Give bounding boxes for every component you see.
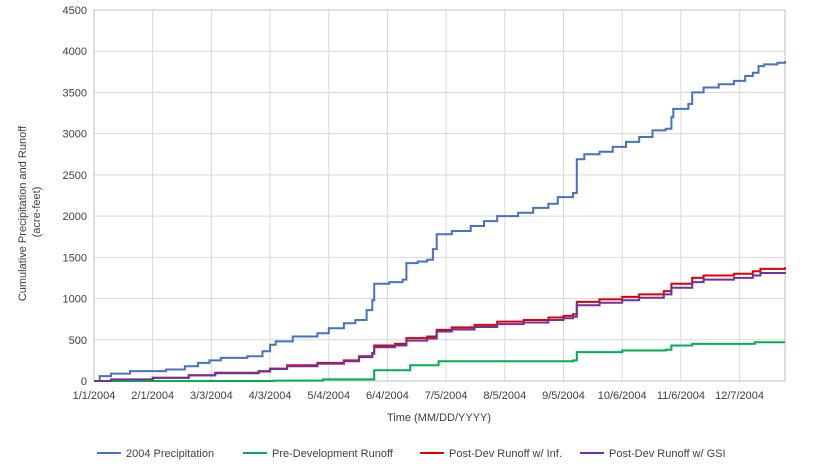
x-axis-title: Time (MM/DD/YYYY) (387, 412, 491, 424)
x-tick-label: 7/5/2004 (425, 390, 468, 402)
x-tick-label: 5/4/2004 (307, 390, 350, 402)
y-axis-title: Cumulative Precipitation and Runoff (acr… (17, 123, 43, 301)
y-tick-label: 500 (69, 335, 87, 347)
y-axis-title-line-2: (acre-feet) (31, 187, 43, 238)
x-tick-label: 3/3/2004 (190, 390, 233, 402)
legend-label-2: Post-Dev Runoff w/ Inf. (449, 448, 562, 460)
y-tick-label: 1000 (63, 294, 87, 306)
y-tick-label: 1500 (63, 252, 87, 264)
legend-label-3: Post-Dev Runoff w/ GSI (609, 448, 726, 460)
x-tick-label: 4/3/2004 (249, 390, 292, 402)
x-tick-label: 9/5/2004 (542, 390, 585, 402)
y-tick-label: 0 (81, 376, 87, 388)
y-tick-label: 4500 (63, 5, 87, 17)
y-tick-label: 2500 (63, 170, 87, 182)
series-line-3 (94, 272, 786, 382)
series-line-1 (94, 341, 785, 382)
series-line-0 (94, 61, 786, 382)
y-tick-label: 2000 (63, 211, 87, 223)
legend-label-0: 2004 Precipitation (126, 448, 214, 460)
y-tick-label: 3000 (63, 129, 87, 141)
legend-label-1: Pre-Development Runoff (272, 448, 394, 460)
y-axis-title-line-1: Cumulative Precipitation and Runoff (17, 125, 29, 301)
x-tick-label: 8/5/2004 (483, 390, 526, 402)
y-tick-label: 3500 (63, 87, 87, 99)
plot-area-border (93, 9, 786, 382)
x-tick-label: 6/4/2004 (366, 390, 409, 402)
x-tick-label: 1/1/2004 (73, 390, 116, 402)
x-tick-label: 12/7/2004 (715, 390, 764, 402)
x-axis-tick-labels: 1/1/2004 2/1/2004 3/3/2004 4/3/2004 5/4/2004… (73, 390, 764, 402)
x-tick-label: 2/1/2004 (131, 390, 174, 402)
x-tick-label: 11/6/2004 (657, 390, 705, 402)
x-tick-label: 10/6/2004 (598, 390, 647, 402)
legend: 2004 Precipitation Pre-Development Runoff… (97, 448, 726, 460)
y-tick-label: 4000 (63, 46, 87, 58)
series-lines (94, 61, 786, 382)
y-axis-tick-labels: 0 500 1000 1500 2000 2500 3000 3500 4000 4500 (63, 5, 87, 388)
